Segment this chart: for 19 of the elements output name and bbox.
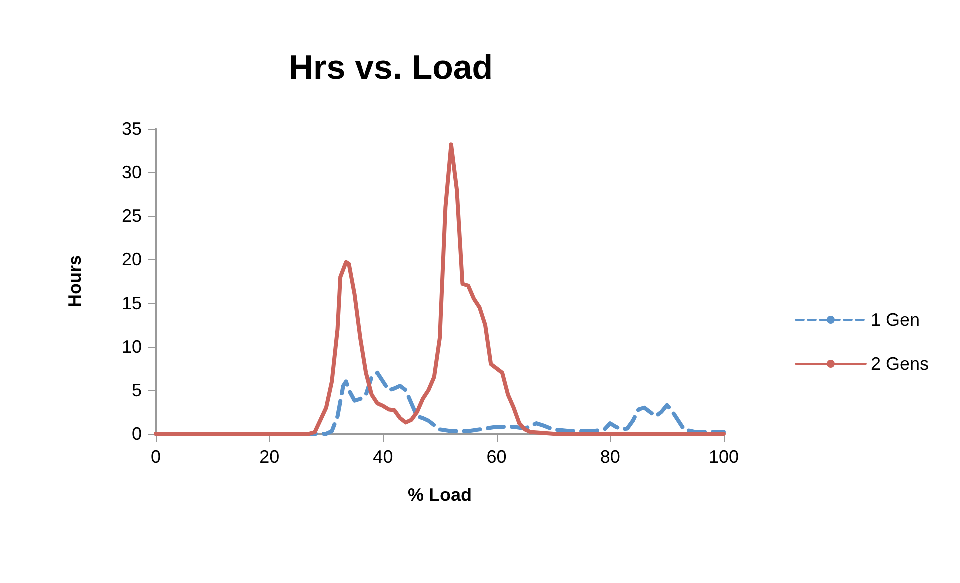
- y-tick-label: 25: [122, 206, 142, 226]
- y-tick-label: 5: [132, 380, 142, 400]
- y-tick-label: 30: [122, 162, 142, 183]
- legend-label: 2 Gens: [870, 354, 930, 374]
- y-tick-label: 10: [122, 336, 142, 357]
- y-tick-label: 20: [122, 250, 142, 270]
- x-axis-title: % Load: [408, 485, 472, 505]
- chart-title: Hrs vs. Load: [288, 49, 494, 87]
- x-tick-label: 80: [600, 447, 620, 467]
- x-tick-label: 100: [708, 447, 740, 467]
- y-tick-label: 0: [132, 424, 142, 444]
- x-tick-label: 0: [150, 447, 162, 467]
- x-tick-label: 60: [486, 447, 507, 467]
- legend-label: 1 Gen: [870, 310, 920, 330]
- y-tick-label: 15: [122, 293, 142, 314]
- x-tick-label: 40: [373, 447, 394, 467]
- y-axis-title: Hours: [65, 255, 85, 308]
- y-tick-label: 35: [122, 119, 142, 139]
- x-tick-label: 20: [260, 447, 280, 467]
